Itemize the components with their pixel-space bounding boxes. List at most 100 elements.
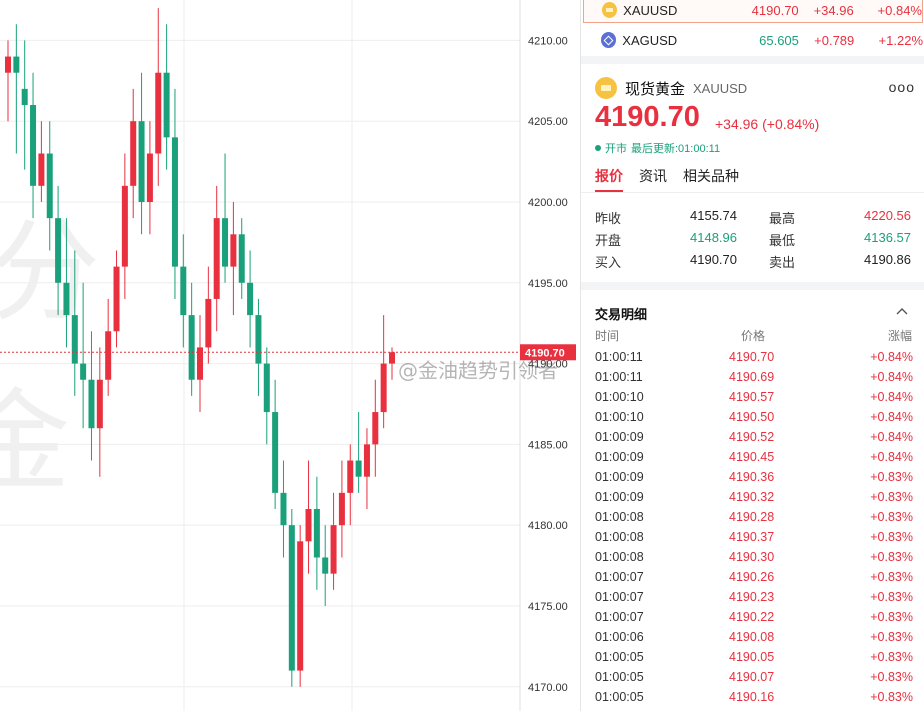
- tab-quote[interactable]: 报价: [595, 166, 623, 192]
- candle-body: [330, 525, 337, 574]
- trade-percent: +0.84%: [870, 350, 913, 364]
- y-tick-label: 4205.00: [528, 116, 568, 128]
- gold-icon: [602, 2, 618, 18]
- chevron-up-icon[interactable]: [896, 304, 908, 318]
- trade-percent: +0.83%: [870, 470, 913, 484]
- stat-label-bid: 买入: [595, 255, 622, 270]
- last-updated: 最后更新:01:00:11: [631, 143, 721, 155]
- price-change: +34.96 (+0.84%): [715, 116, 820, 132]
- trade-price: 4190.08: [729, 630, 775, 644]
- trade-percent: +0.83%: [870, 610, 913, 624]
- trade-time: 01:00:08: [595, 510, 644, 524]
- candle: [330, 492, 337, 590]
- candle-body: [272, 412, 279, 493]
- candle: [113, 250, 120, 348]
- candle: [389, 347, 395, 380]
- candle-body: [105, 331, 112, 380]
- current-price: 4190.70: [595, 101, 700, 133]
- silver-icon: [601, 32, 617, 48]
- candle: [188, 282, 195, 396]
- chart-canvas[interactable]: 分金 4210.004205.004200.004195.004190.0041…: [0, 0, 580, 711]
- candle: [105, 298, 112, 396]
- trade-price: 4190.52: [729, 430, 775, 444]
- trade-row: 01:00:08 4190.30 +0.83%: [595, 550, 913, 570]
- candle-body: [88, 379, 95, 429]
- trade-price: 4190.57: [729, 390, 775, 404]
- trades-header-price: 价格: [741, 329, 766, 343]
- candle: [305, 460, 312, 574]
- trade-price: 4190.36: [729, 470, 775, 484]
- candle: [372, 379, 379, 477]
- trades-header-time: 时间: [595, 329, 620, 343]
- trade-row: 01:00:10 4190.57 +0.84%: [595, 390, 913, 410]
- tab-news[interactable]: 资讯: [639, 168, 667, 184]
- trade-row: 01:00:06 4190.08 +0.83%: [595, 630, 913, 650]
- candle: [313, 476, 320, 590]
- section-divider: [581, 56, 924, 64]
- instrument-header: 现货黄金 XAUUSD ooo: [595, 76, 915, 100]
- trade-row: 01:00:05 4190.05 +0.83%: [595, 650, 913, 670]
- candle-body: [297, 541, 304, 671]
- trade-percent: +0.84%: [870, 410, 913, 424]
- candle: [171, 88, 178, 299]
- candle: [363, 428, 370, 510]
- candle-body: [230, 234, 237, 267]
- candle-body: [96, 379, 103, 429]
- watermark-char: 金: [0, 378, 70, 506]
- instrument-name: 现货黄金: [625, 80, 686, 98]
- trade-row: 01:00:09 4190.32 +0.83%: [595, 490, 913, 510]
- candle: [338, 460, 345, 558]
- candle: [280, 460, 287, 558]
- trade-price: 4190.16: [729, 690, 775, 704]
- candle-body: [205, 298, 212, 348]
- candle: [13, 24, 20, 154]
- trade-row: 01:00:09 4190.52 +0.84%: [595, 430, 913, 450]
- quote-row-xagusd[interactable]: XAGUSD 65.605 +0.789 +1.22%: [583, 27, 923, 53]
- stat-value-bid: 4190.70: [690, 252, 737, 267]
- candle-body: [138, 121, 145, 202]
- quote-symbol: XAGUSD: [622, 32, 678, 48]
- stat-value-open: 4148.96: [690, 230, 737, 245]
- candle-body: [130, 121, 137, 186]
- candle-body: [146, 153, 153, 202]
- trade-time: 01:00:09: [595, 470, 644, 484]
- candle: [230, 201, 237, 316]
- trade-time: 01:00:05: [595, 670, 644, 684]
- status-dot-icon: [595, 145, 601, 151]
- market-open-label: 开市: [605, 143, 627, 155]
- candle-body: [46, 153, 53, 219]
- trade-percent: +0.83%: [870, 550, 913, 564]
- trade-row: 01:00:11 4190.70 +0.84%: [595, 350, 913, 370]
- candle: [71, 250, 78, 396]
- more-icon[interactable]: ooo: [888, 79, 915, 95]
- trade-row: 01:00:07 4190.23 +0.83%: [595, 590, 913, 610]
- trades-title: 交易明细: [595, 307, 648, 322]
- stat-label-ask: 卖出: [769, 255, 796, 270]
- candle: [238, 218, 245, 299]
- quote-row-xauusd[interactable]: XAUUSD 4190.70 +34.96 +0.84%: [583, 0, 923, 23]
- gold-icon: [595, 77, 617, 99]
- candle-body: [63, 282, 70, 316]
- trade-time: 01:00:07: [595, 610, 644, 624]
- quote-price: 4190.70: [751, 2, 799, 18]
- candle-body: [21, 88, 28, 106]
- candlestick-chart[interactable]: 分金 4210.00 4205.00 4200.00 4195.00 4190.00 41…: [0, 0, 580, 711]
- candle: [163, 24, 170, 170]
- candle-body: [222, 218, 229, 267]
- tab-related[interactable]: 相关品种: [683, 168, 739, 184]
- candle: [213, 185, 220, 332]
- candle-body: [380, 363, 387, 413]
- candle: [88, 331, 95, 461]
- candle-body: [338, 492, 345, 526]
- candle: [205, 266, 212, 364]
- trade-percent: +0.84%: [870, 450, 913, 464]
- candle-body: [280, 492, 287, 526]
- stat-row: 昨收 4155.74 最高 4220.56: [595, 208, 913, 228]
- candle: [355, 412, 362, 493]
- candle-body: [13, 56, 20, 73]
- trade-price: 4190.37: [729, 530, 775, 544]
- candle: [288, 509, 295, 687]
- trade-price: 4190.69: [729, 370, 775, 384]
- candle-body: [322, 557, 329, 574]
- trade-price: 4190.22: [729, 610, 775, 624]
